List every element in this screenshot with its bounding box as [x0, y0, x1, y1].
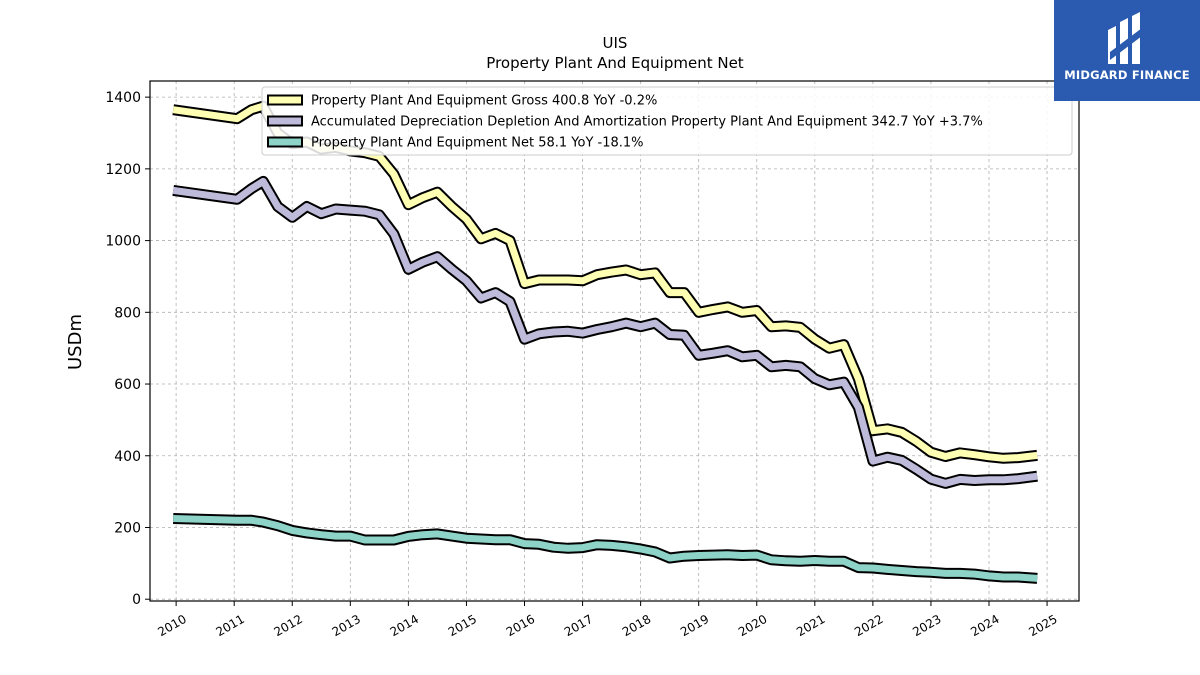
- y-tick-label: 200: [114, 520, 141, 536]
- series-layer: [172, 100, 1038, 584]
- y-tick-label: 1200: [105, 162, 141, 178]
- series-line-1: [172, 102, 1038, 462]
- y-tick-label: 1000: [105, 234, 141, 250]
- y-axis-label: USDm: [65, 314, 86, 370]
- x-tick-label: 2023: [910, 612, 943, 639]
- x-tick-label: 2011: [213, 612, 246, 639]
- y-tick-label: 400: [114, 449, 141, 465]
- legend-label: Property Plant And Equipment Net 58.1 Yo…: [311, 136, 644, 151]
- logo-mark-icon: [1108, 12, 1142, 64]
- legend-label: Accumulated Depreciation Depletion And A…: [311, 115, 983, 130]
- legend: Property Plant And Equipment Gross 400.8…: [261, 86, 1073, 156]
- y-tick-label: 800: [114, 305, 141, 321]
- legend-swatch: [267, 115, 303, 127]
- x-tick-label: 2019: [678, 612, 711, 639]
- legend-box: [261, 86, 1073, 156]
- legend-label: Property Plant And Equipment Gross 400.8…: [311, 94, 657, 109]
- x-tick-label: 2012: [272, 612, 305, 639]
- x-tick-label: 2022: [852, 612, 885, 639]
- x-tick-label: 2016: [504, 612, 537, 639]
- x-tick-label: 2021: [794, 612, 827, 639]
- series-line-3: [173, 515, 1038, 582]
- legend-swatch: [267, 136, 303, 148]
- x-tick-label: 2025: [1026, 612, 1059, 639]
- y-tick-label: 600: [114, 377, 141, 393]
- x-tick-label: 2018: [620, 612, 653, 639]
- chart-subtitle: Property Plant And Equipment Net: [486, 54, 743, 72]
- midgard-finance-logo: MIDGARD FINANCE: [1054, 0, 1200, 101]
- x-tick-label: 2014: [388, 612, 421, 639]
- x-tick-label: 2013: [330, 612, 363, 639]
- x-tick-label: 2024: [968, 612, 1001, 639]
- series-line-outline: [172, 100, 1038, 464]
- chart-title: UIS: [603, 34, 628, 52]
- grid: [150, 81, 1079, 601]
- series-line-2: [172, 177, 1038, 487]
- x-axis: 2010 2011 2012 2013 2014 2015 2016 2017 2018 2019…: [155, 601, 1060, 639]
- x-tick-label: 2010: [155, 612, 188, 639]
- legend-swatch: [267, 94, 303, 106]
- y-tick-label: 0: [132, 592, 141, 608]
- x-tick-label: 2017: [562, 612, 595, 639]
- x-tick-label: 2015: [446, 612, 479, 639]
- logo-text: MIDGARD FINANCE: [1064, 68, 1190, 82]
- y-axis: 0 200 400 600 800 1000 1200 1400: [105, 90, 150, 608]
- plot-frame: [149, 80, 1080, 602]
- y-tick-label: 1400: [105, 90, 141, 106]
- x-tick-label: 2020: [736, 612, 769, 639]
